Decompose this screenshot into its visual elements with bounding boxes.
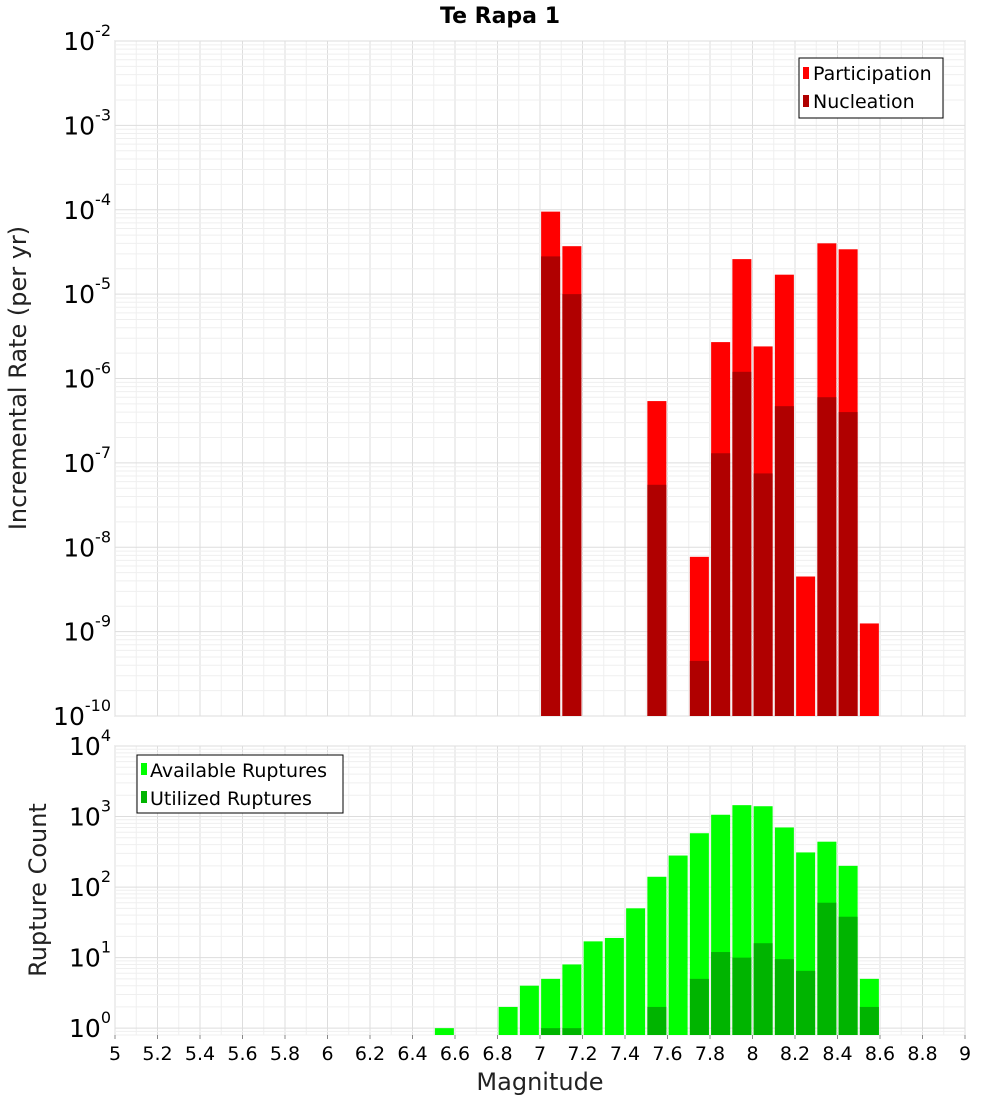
count-panel: 100 101 102 103 104 5 5.2 5.4 5.6 5.8 6 6.2 6.4 6.6 6… bbox=[24, 726, 971, 1096]
y-tick-label: 102 bbox=[69, 867, 111, 902]
utilized-legend-swatch bbox=[141, 791, 147, 803]
count-y-axis-label: Rupture Count bbox=[24, 803, 52, 977]
nucleation-bar bbox=[689, 660, 709, 716]
available-ruptures-bar bbox=[519, 985, 539, 1035]
available-ruptures-bar bbox=[562, 964, 582, 1035]
participation-legend-swatch bbox=[803, 67, 809, 79]
y-tick-label: 100 bbox=[69, 1008, 111, 1043]
x-tick-label: 6.6 bbox=[440, 1043, 470, 1065]
nucleation-bar bbox=[647, 484, 667, 716]
count-y-ticks: 100 101 102 103 104 bbox=[69, 726, 111, 1043]
rate-legend: Participation Nucleation bbox=[798, 57, 944, 119]
x-tick-label: 8.8 bbox=[907, 1043, 937, 1065]
x-tick-label: 5.6 bbox=[227, 1043, 257, 1065]
x-tick-label: 5.2 bbox=[142, 1043, 172, 1065]
nucleation-legend-label: Nucleation bbox=[813, 91, 915, 113]
y-tick-label: 103 bbox=[69, 797, 111, 832]
rate-grid bbox=[114, 40, 966, 717]
y-tick-label: 10-10 bbox=[53, 696, 111, 731]
x-tick-label: 7 bbox=[534, 1043, 546, 1065]
nucleation-bar bbox=[817, 397, 837, 716]
available-legend-label: Available Ruptures bbox=[150, 760, 327, 782]
x-tick-label: 8.2 bbox=[780, 1043, 810, 1065]
utilized-ruptures-bar bbox=[753, 943, 773, 1035]
x-tick-label: 7.4 bbox=[610, 1043, 640, 1065]
x-tick-label: 5.4 bbox=[185, 1043, 215, 1065]
utilized-ruptures-bar bbox=[711, 952, 731, 1035]
count-legend: Available Ruptures Utilized Ruptures bbox=[136, 754, 344, 814]
y-tick-label: 10-3 bbox=[63, 105, 111, 140]
utilized-ruptures-bar bbox=[689, 978, 709, 1035]
x-tick-label: 6.2 bbox=[355, 1043, 385, 1065]
utilized-ruptures-bar bbox=[562, 1028, 582, 1035]
available-ruptures-bar bbox=[604, 937, 624, 1035]
nucleation-bar bbox=[838, 412, 858, 716]
x-tick-label: 6.8 bbox=[482, 1043, 512, 1065]
y-tick-label: 10-6 bbox=[63, 359, 111, 394]
magnitude-x-ticks: 5 5.2 5.4 5.6 5.8 6 6.2 6.4 6.6 6.8 7 7.2 7.4 7.6 7.8 8… bbox=[109, 1035, 971, 1065]
available-ruptures-bar bbox=[541, 978, 561, 1035]
utilized-ruptures-bar bbox=[817, 902, 837, 1035]
x-tick-label: 8.4 bbox=[822, 1043, 852, 1065]
count-legend-box bbox=[136, 754, 344, 814]
rate-y-ticks: 10-10 10-9 10-8 10-7 10-6 10-5 10-4 10-3 10-2 bbox=[53, 21, 111, 731]
utilized-ruptures-bar bbox=[732, 957, 752, 1035]
x-tick-label: 5.8 bbox=[270, 1043, 300, 1065]
available-ruptures-bar bbox=[498, 1006, 518, 1035]
utilized-ruptures-bar bbox=[796, 970, 816, 1035]
x-axis-label: Magnitude bbox=[476, 1068, 603, 1096]
y-tick-label: 10-4 bbox=[63, 190, 111, 225]
chart-title: Te Rapa 1 bbox=[440, 4, 560, 29]
x-tick-label: 5 bbox=[109, 1043, 121, 1065]
participation-bar bbox=[796, 576, 816, 716]
nucleation-bar bbox=[562, 294, 582, 716]
y-tick-label: 104 bbox=[69, 726, 111, 761]
available-ruptures-bar bbox=[434, 1028, 454, 1035]
rate-y-axis-label: Incremental Rate (per yr) bbox=[4, 226, 32, 530]
y-tick-label: 10-2 bbox=[63, 21, 111, 56]
nucleation-legend-swatch bbox=[803, 95, 809, 107]
available-ruptures-bar bbox=[583, 941, 603, 1035]
x-tick-label: 7.6 bbox=[652, 1043, 682, 1065]
utilized-ruptures-bar bbox=[774, 959, 794, 1035]
x-tick-label: 6.4 bbox=[397, 1043, 427, 1065]
utilized-legend-label: Utilized Ruptures bbox=[150, 788, 312, 810]
x-tick-label: 7.8 bbox=[695, 1043, 725, 1065]
y-tick-label: 101 bbox=[69, 938, 111, 973]
utilized-ruptures-bar bbox=[838, 916, 858, 1035]
utilized-ruptures-bar bbox=[541, 1028, 561, 1035]
nucleation-bar bbox=[711, 453, 731, 716]
available-ruptures-bar bbox=[647, 876, 667, 1035]
nucleation-bar bbox=[541, 256, 561, 716]
x-tick-label: 8 bbox=[746, 1043, 758, 1065]
available-ruptures-bar bbox=[668, 855, 688, 1035]
count-bars bbox=[434, 805, 879, 1035]
rate-legend-box bbox=[798, 57, 944, 119]
y-tick-label: 10-5 bbox=[63, 274, 111, 309]
x-tick-label: 6 bbox=[321, 1043, 333, 1065]
nucleation-bar bbox=[774, 406, 794, 716]
participation-legend-label: Participation bbox=[813, 63, 932, 85]
x-tick-label: 9 bbox=[959, 1043, 971, 1065]
rate-panel: 10-10 10-9 10-8 10-7 10-6 10-5 10-4 10-3 10-2 In… bbox=[4, 21, 966, 731]
x-tick-label: 7.2 bbox=[567, 1043, 597, 1065]
available-legend-swatch bbox=[141, 763, 147, 775]
nucleation-bar bbox=[732, 371, 752, 716]
y-tick-label: 10-8 bbox=[63, 527, 111, 562]
available-ruptures-bar bbox=[626, 908, 646, 1035]
participation-bar bbox=[859, 623, 879, 716]
utilized-ruptures-bar bbox=[859, 1006, 879, 1035]
y-tick-label: 10-7 bbox=[63, 443, 111, 478]
utilized-ruptures-bar bbox=[647, 1006, 667, 1035]
y-tick-label: 10-9 bbox=[63, 612, 111, 647]
rate-bars bbox=[541, 211, 879, 717]
x-tick-label: 8.6 bbox=[865, 1043, 895, 1065]
nucleation-bar bbox=[753, 473, 773, 716]
